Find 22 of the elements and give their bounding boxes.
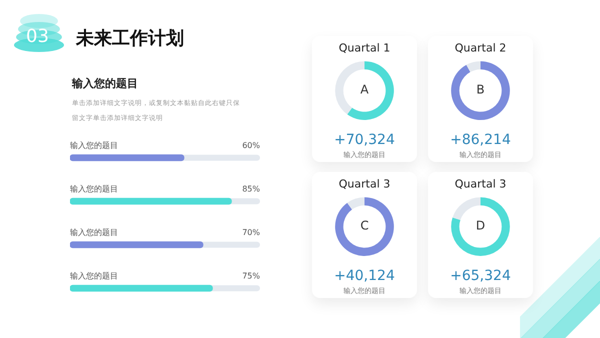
text: C bbox=[360, 218, 369, 233]
text: +65,324 bbox=[450, 268, 511, 284]
text: A bbox=[360, 82, 370, 97]
chart-title: Quartal 1 bbox=[338, 41, 390, 54]
chart-title: Quartal 3 bbox=[338, 177, 390, 190]
y-tick-label: 输入您的题目 bbox=[70, 271, 118, 280]
text: B bbox=[476, 82, 485, 97]
chart-title: 未来工作计划 bbox=[76, 27, 184, 50]
chart-title: Quartal 3 bbox=[454, 177, 506, 190]
y-tick-label: 输入您的题目 bbox=[70, 140, 118, 150]
data-label: 75% bbox=[242, 271, 260, 280]
y-tick-label: 输入您的题目 bbox=[70, 184, 118, 194]
text: +70,324 bbox=[334, 132, 395, 148]
data-label: 70% bbox=[242, 228, 260, 237]
text: 03 bbox=[26, 26, 49, 47]
chart-title: Quartal 2 bbox=[454, 41, 506, 54]
data-label: 85% bbox=[242, 184, 260, 194]
data-label: 60% bbox=[242, 140, 260, 150]
text: +86,214 bbox=[450, 132, 511, 148]
text: D bbox=[476, 218, 486, 233]
y-tick-label: 输入您的题目 bbox=[70, 228, 118, 237]
text: +40,124 bbox=[334, 268, 395, 284]
